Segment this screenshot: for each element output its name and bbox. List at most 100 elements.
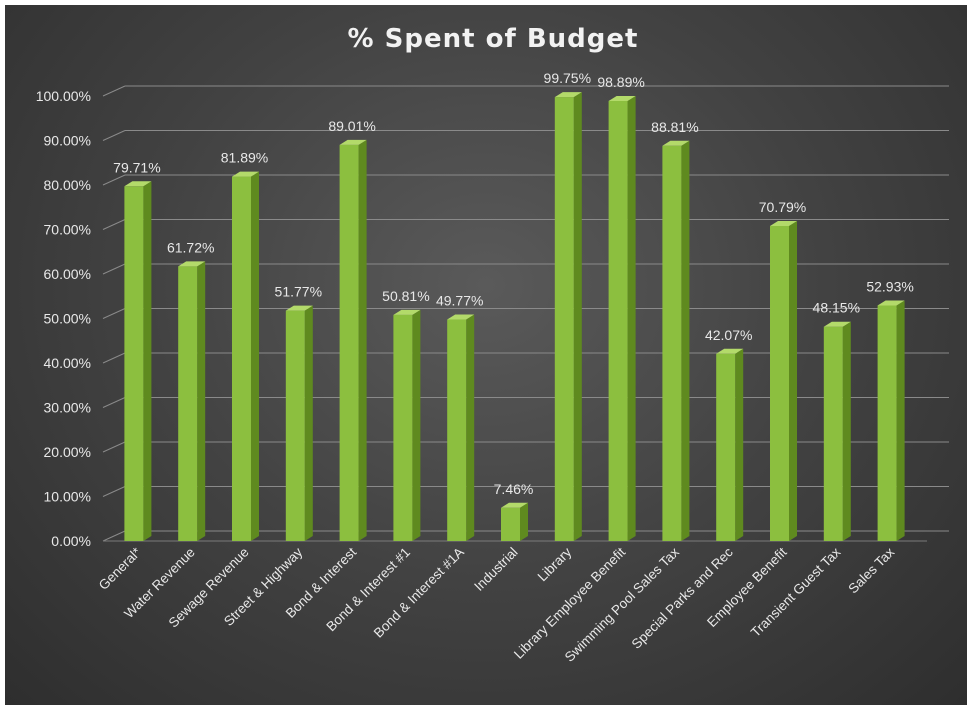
gridline-depth	[102, 308, 126, 319]
data-label: 70.79%	[759, 199, 806, 215]
bar-chart: % Spent of Budget 0.00% 10.00% 20.00% 30.00…	[36, 24, 949, 665]
bar-side	[251, 171, 259, 542]
data-label: 7.46%	[494, 481, 534, 497]
bar-front	[232, 176, 251, 542]
gridline-depth	[102, 263, 126, 275]
bar	[339, 139, 367, 541]
bar-front	[662, 145, 682, 541]
bar-side	[197, 261, 206, 541]
data-label: 99.75%	[544, 70, 591, 86]
bar-top	[554, 92, 582, 98]
gridline-depth	[102, 530, 126, 542]
bar-top	[285, 305, 313, 311]
bar	[501, 502, 528, 541]
data-label: 50.81%	[382, 288, 429, 304]
x-tick-label: Sales Tax	[845, 544, 897, 596]
y-tick-label: 10.00%	[44, 489, 91, 505]
gridline-depth	[102, 397, 126, 408]
y-tick-label: 40.00%	[44, 355, 91, 371]
x-tick-label: Special Parks and Rec	[629, 544, 736, 651]
bar-front	[178, 266, 198, 541]
bar-front	[877, 305, 897, 541]
bar-side	[358, 139, 367, 541]
bar-side	[735, 348, 744, 541]
bar-side	[896, 300, 905, 541]
bar-front	[770, 225, 789, 541]
bar	[178, 261, 206, 541]
data-label: 79.71%	[113, 159, 160, 175]
bars	[124, 92, 905, 542]
gridline-depth	[102, 174, 126, 186]
gridline-depth	[102, 85, 126, 97]
data-label: 52.93%	[866, 278, 913, 294]
y-tick-label: 70.00%	[44, 222, 91, 238]
bar-top	[877, 300, 905, 306]
y-tick-label: 100.00%	[36, 88, 91, 104]
bar-side	[789, 220, 797, 541]
y-tick-label: 0.00%	[51, 533, 91, 549]
bar-top	[662, 140, 690, 146]
bar-top	[501, 502, 528, 508]
bar-side	[520, 502, 528, 541]
x-tick-label: Library	[535, 544, 575, 584]
bar-front	[716, 353, 736, 541]
data-label: 89.01%	[328, 118, 375, 134]
bar	[716, 348, 744, 541]
bar-top	[124, 181, 152, 187]
bar-side	[681, 140, 690, 541]
bar-side	[842, 321, 851, 541]
bar-front	[501, 507, 520, 541]
bar-side	[573, 92, 582, 542]
bar-top	[393, 309, 421, 315]
gridline-depth	[102, 219, 126, 230]
bar-front	[447, 319, 467, 541]
x-tick-label: Library Employee Benefit	[511, 544, 628, 661]
bar-top	[339, 139, 367, 145]
bar-front	[554, 97, 574, 542]
y-tick-label: 20.00%	[44, 444, 91, 460]
x-tick-label: Bond & Interest #1A	[371, 545, 467, 641]
data-label: 61.72%	[167, 239, 214, 255]
gridline-depth	[102, 486, 126, 497]
data-labels: 79.71% 61.72% 81.89% 51.77% 89.01% 50.81% 49.7…	[113, 70, 914, 497]
x-tick-label: General*	[96, 544, 145, 593]
y-tick-label: 60.00%	[44, 266, 91, 282]
y-axis-ticks: 0.00% 10.00% 20.00% 30.00% 40.00% 50.00% 60.00…	[36, 88, 91, 549]
gridline-depth	[102, 441, 126, 453]
bar-top	[232, 171, 259, 177]
y-tick-label: 80.00%	[44, 177, 91, 193]
data-label: 98.89%	[597, 74, 644, 90]
data-label: 81.89%	[221, 150, 268, 166]
bar-top	[447, 314, 475, 320]
data-label: 51.77%	[275, 284, 322, 300]
gridline-depth	[102, 352, 126, 364]
x-tick-label: Industrial	[471, 545, 520, 594]
chart-frame: % Spent of Budget 0.00% 10.00% 20.00% 30.00…	[5, 5, 967, 705]
bar	[393, 309, 421, 541]
bar	[124, 181, 152, 541]
x-tick-label: Transient Guest Tax	[748, 544, 844, 640]
bar-top	[823, 321, 851, 327]
y-tick-label: 50.00%	[44, 311, 91, 327]
bar-side	[627, 95, 636, 541]
bar-front	[285, 310, 305, 541]
bar-front	[608, 100, 628, 541]
data-label: 48.15%	[813, 300, 860, 316]
bar	[877, 300, 905, 541]
bar	[608, 95, 636, 541]
bar-front	[823, 326, 843, 541]
bar	[232, 171, 259, 542]
bar-side	[412, 309, 421, 541]
bar-top	[608, 95, 636, 101]
bar-top	[716, 348, 744, 354]
bar	[823, 321, 851, 541]
bar	[285, 305, 313, 541]
bar-front	[124, 186, 144, 541]
y-tick-label: 30.00%	[44, 400, 91, 416]
bar-side	[143, 181, 152, 541]
data-label: 88.81%	[651, 119, 698, 135]
gridlines	[102, 85, 949, 542]
bar	[554, 92, 582, 542]
bar-top	[178, 261, 206, 267]
